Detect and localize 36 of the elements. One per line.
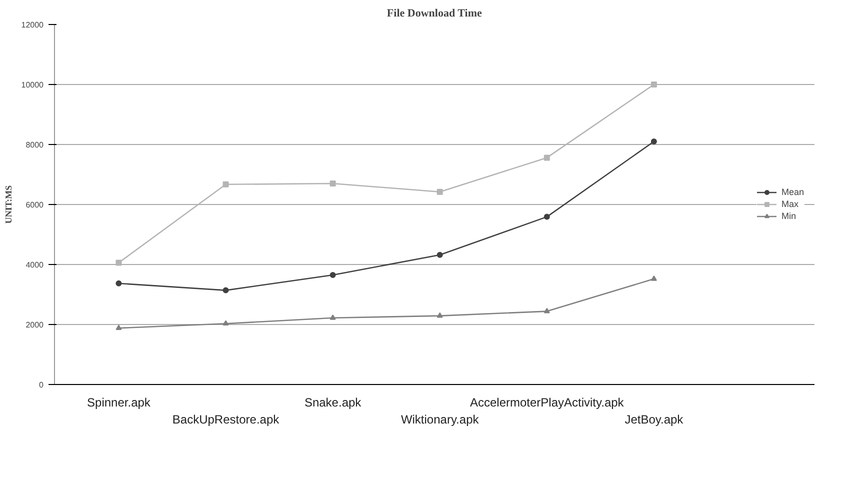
point [544, 214, 550, 220]
legend-label: Mean [781, 187, 804, 197]
point [330, 272, 336, 278]
point [650, 138, 657, 144]
legend-label: Min [781, 211, 797, 221]
y-axis-title: UNIT:MS [3, 185, 14, 224]
point [544, 308, 550, 314]
y-tick-label: 0 [39, 380, 44, 390]
x-tick-label: BackUpRestore.apk [172, 412, 280, 426]
legend-label: Max [781, 199, 800, 209]
x-tick-label: Spinner.apk [87, 396, 152, 410]
point [436, 252, 443, 258]
y-tick-label: 12000 [21, 20, 44, 30]
point [116, 280, 122, 286]
point [330, 180, 336, 186]
x-tick-label: Snake.apk [304, 396, 362, 410]
y-tick-label: 10000 [21, 80, 44, 90]
y-tick-label: 4000 [26, 260, 44, 270]
point [436, 188, 443, 195]
x-tick-label: Wiktionary.apk [400, 412, 480, 426]
point [544, 154, 550, 161]
y-tick-label: 8000 [26, 140, 44, 150]
point [436, 312, 443, 318]
point [116, 260, 122, 266]
chart-title: File Download Time [386, 8, 482, 20]
y-tick-label: 6000 [26, 200, 44, 210]
x-tick-label: JetBoy.apk [624, 412, 684, 426]
point [650, 276, 657, 281]
point [650, 82, 657, 88]
point [222, 181, 229, 188]
point [116, 324, 122, 330]
point [330, 314, 336, 320]
point [222, 287, 229, 294]
x-tick-label: AccelermoterPlayActivity.apk [470, 396, 625, 410]
point [222, 320, 229, 326]
y-tick-label: 2000 [26, 320, 44, 330]
